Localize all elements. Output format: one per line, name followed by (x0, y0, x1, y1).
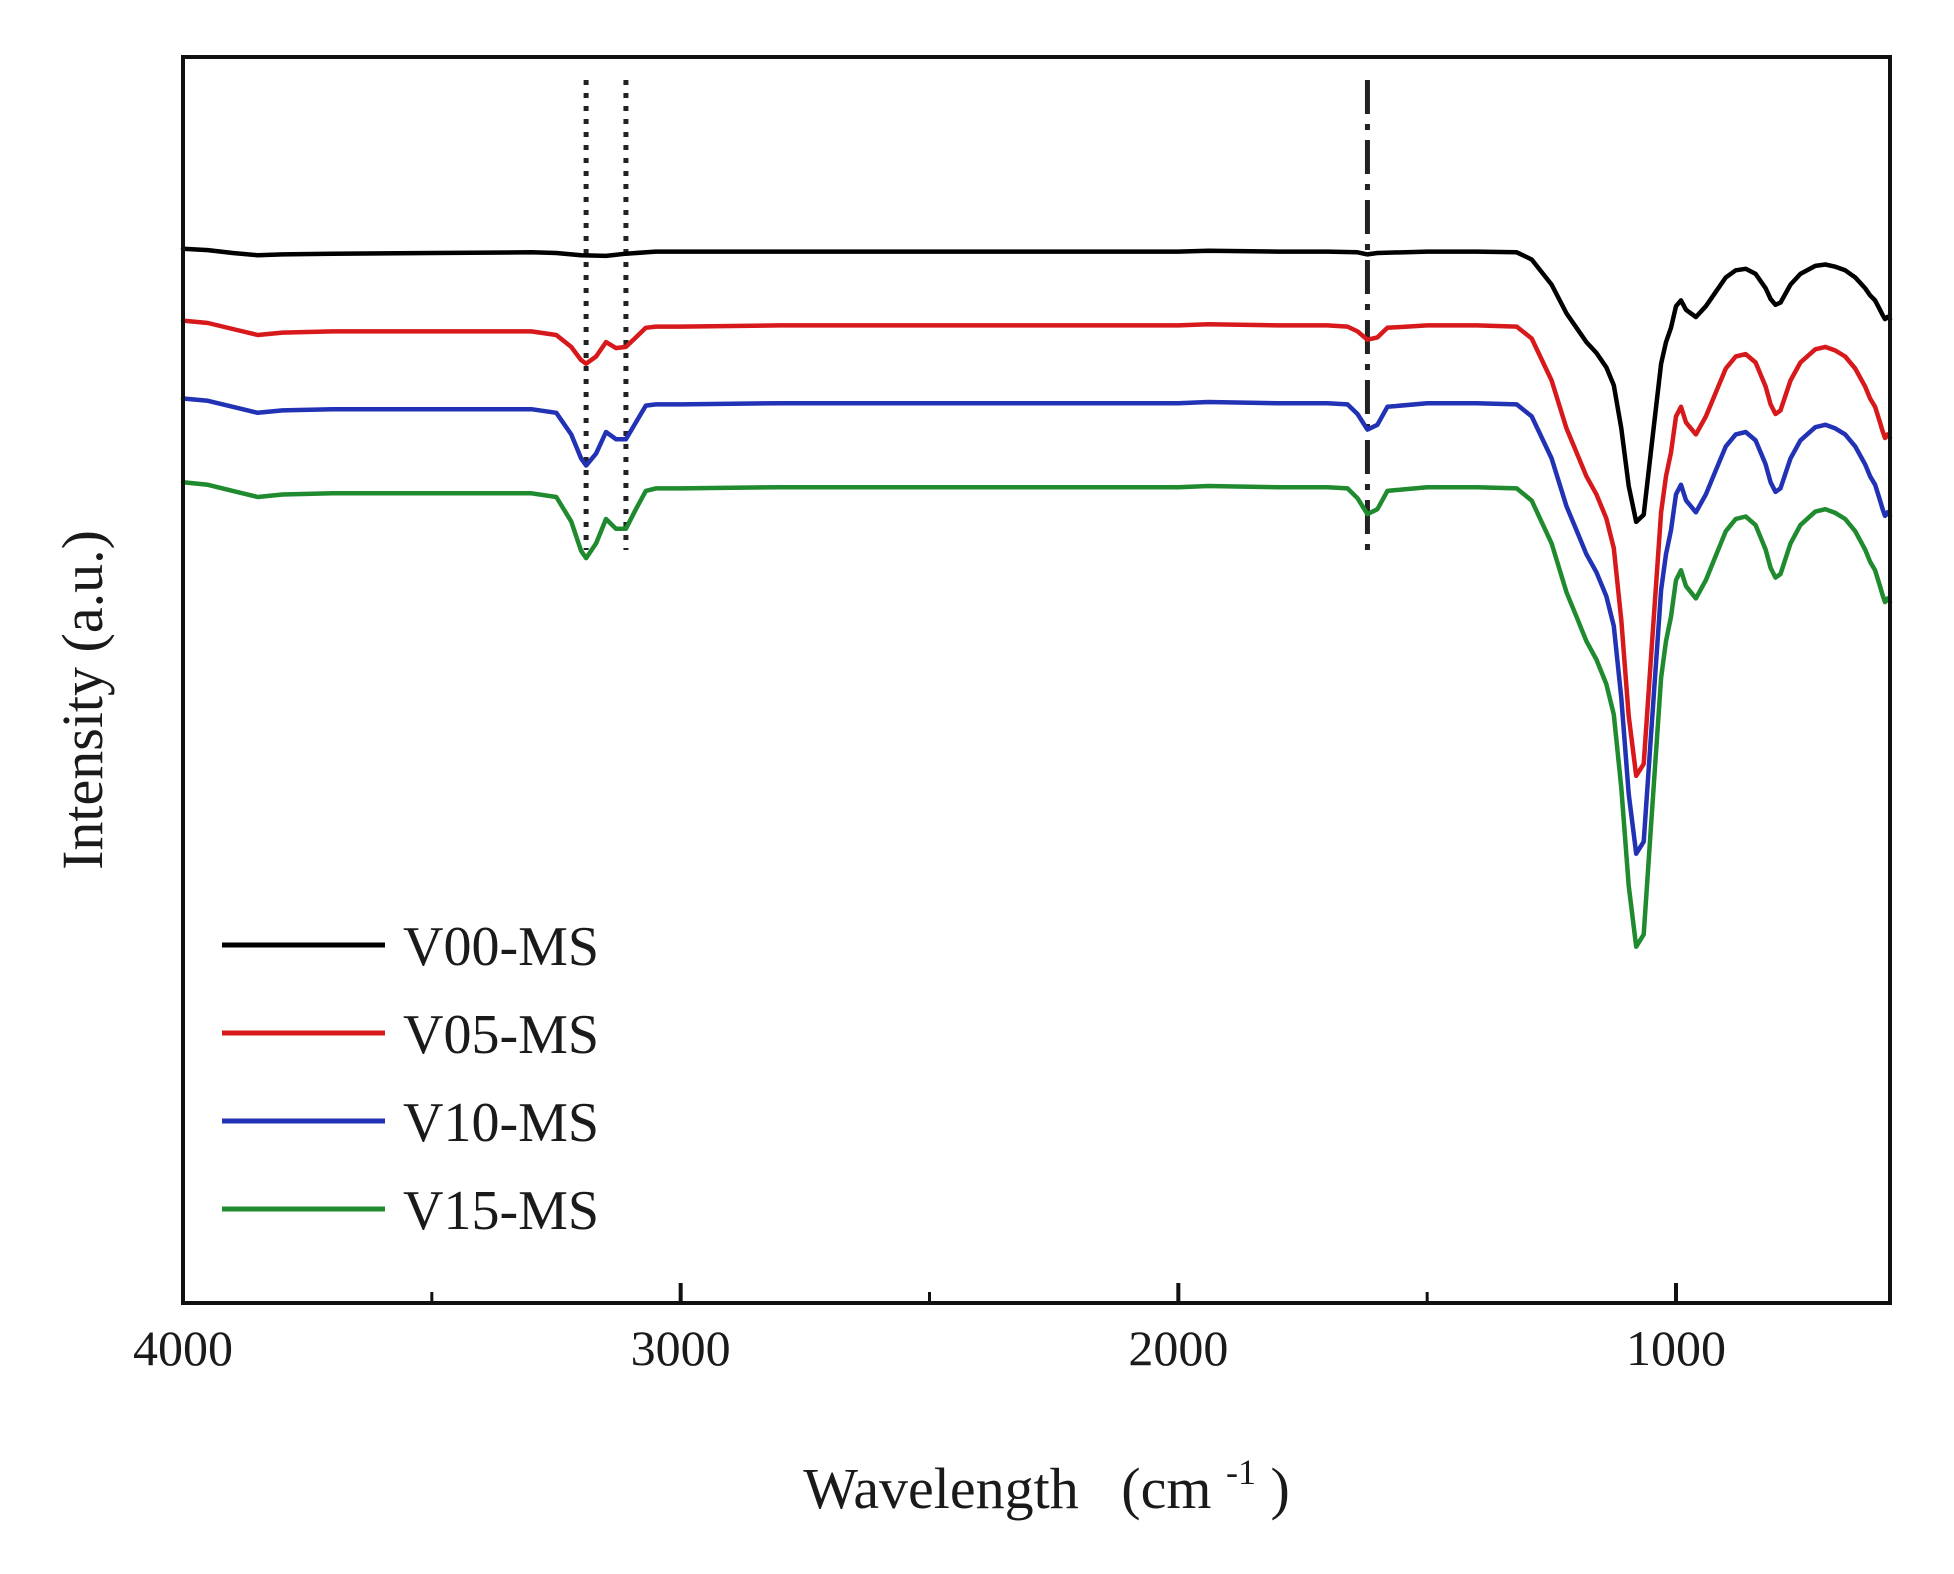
plot-frame (181, 55, 1892, 1305)
legend-item-v10-ms: V10-MS (222, 1092, 599, 1154)
series-line-v10-ms (180, 396, 1893, 856)
legend-label-v05-ms: V05-MS (403, 1004, 599, 1066)
x-axis-title-unit: (cm (1121, 1456, 1211, 1521)
legend-label-v00-ms: V00-MS (403, 916, 599, 978)
x-tick-label-3000: 3000 (631, 1320, 731, 1376)
series-lines (180, 246, 1893, 949)
legend-label-v15-ms: V15-MS (403, 1180, 599, 1242)
legend-label-v10-ms: V10-MS (403, 1092, 599, 1154)
y-axis-title: Intensity (a.u.) (50, 530, 115, 870)
legend: V00-MS V05-MS V10-MS V15-MS (222, 916, 599, 1242)
x-axis-ticks (181, 1283, 1679, 1303)
x-tick-label-1000: 1000 (1626, 1320, 1726, 1376)
series-line-v15-ms (180, 480, 1893, 949)
legend-item-v15-ms: V15-MS (222, 1180, 599, 1242)
x-axis-title-unit-close: ) (1270, 1456, 1289, 1521)
x-axis-title-unit-sup: -1 (1226, 1452, 1256, 1492)
x-axis-title-main: Wavelength (803, 1456, 1079, 1521)
series-line-v05-ms (180, 318, 1893, 779)
x-tick-label-4000: 4000 (133, 1320, 233, 1376)
legend-item-v05-ms: V05-MS (222, 1004, 599, 1066)
x-tick-label-2000: 2000 (1128, 1320, 1228, 1376)
x-axis-tick-labels: 4000 3000 2000 1000 (133, 1320, 1726, 1376)
legend-item-v00-ms: V00-MS (222, 916, 599, 978)
series-line-v00-ms (180, 246, 1893, 525)
reference-lines (583, 80, 1370, 550)
x-axis-title: Wavelength (cm -1 ) (803, 1432, 1290, 1521)
